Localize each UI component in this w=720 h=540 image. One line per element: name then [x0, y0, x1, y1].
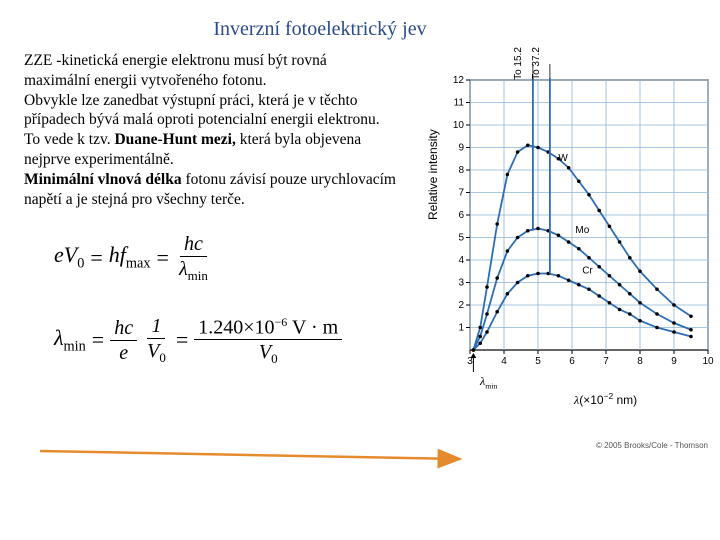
f2-eq2: = — [176, 327, 188, 353]
svg-text:7: 7 — [458, 188, 464, 199]
chart-svg: 345678910123456789101112WMoCr — [434, 50, 714, 405]
to-label-1: To 15.2 — [513, 47, 524, 80]
f2-den2: V0 — [143, 339, 170, 364]
f1-h: h — [109, 242, 120, 267]
formula-2: λmin = hc e 1 V0 = 1.240×10−6 V · m V0 — [54, 316, 396, 366]
to-label-2: To 37.2 — [531, 47, 542, 80]
f1-num: hc — [180, 234, 207, 257]
svg-text:4: 4 — [501, 356, 507, 367]
f2-num2: 1 — [147, 316, 165, 339]
svg-text:6: 6 — [569, 356, 575, 367]
f1-e: e — [54, 242, 64, 267]
copyright-text: © 2005 Brooks/Cole - Thomson — [596, 441, 708, 450]
f1-eq1: = — [90, 245, 102, 271]
f2-num3: 1.240×10−6 V · m — [194, 316, 342, 341]
chart-ylabel: Relative intensity — [426, 129, 440, 220]
chart-xlabel: λ(×10−2 nm) — [574, 391, 637, 408]
f2-eq1: = — [92, 327, 104, 353]
svg-text:9: 9 — [458, 143, 464, 154]
arrow-icon — [40, 445, 470, 469]
svg-text:2: 2 — [458, 300, 464, 311]
f2-den1: e — [115, 341, 132, 363]
para-2: Obvykle lze zanedbat výstupní práci, kte… — [24, 92, 380, 129]
svg-text:5: 5 — [458, 233, 464, 244]
svg-text:W: W — [558, 153, 568, 164]
svg-text:Mo: Mo — [575, 225, 589, 236]
svg-text:1: 1 — [458, 323, 464, 334]
svg-text:8: 8 — [637, 356, 643, 367]
svg-text:8: 8 — [458, 165, 464, 176]
svg-text:11: 11 — [454, 98, 465, 109]
f2-frac3: 1.240×10−6 V · m V0 — [194, 316, 342, 366]
formulas-block: eV0 = hfmax = hc λmin λmin = hc — [24, 234, 396, 366]
para-3a: To vede k tzv. — [24, 131, 114, 148]
formula-1: eV0 = hfmax = hc λmin — [54, 234, 396, 282]
f1-max: max — [126, 256, 151, 272]
svg-text:3: 3 — [458, 278, 464, 289]
f2-num1: hc — [110, 318, 137, 341]
intensity-chart: 345678910123456789101112WMoCr Relative i… — [434, 50, 714, 430]
svg-text:6: 6 — [458, 210, 464, 221]
f1-den: λmin — [175, 257, 212, 282]
svg-text:12: 12 — [453, 75, 465, 86]
svg-text:7: 7 — [603, 356, 609, 367]
para-1: ZZE -kinetická energie elektronu musí bý… — [24, 52, 327, 89]
left-column: ZZE -kinetická energie elektronu musí bý… — [24, 51, 404, 399]
f1-eq2: = — [157, 245, 169, 271]
f1-sub0: 0 — [77, 256, 84, 272]
f2-frac1: hc e — [110, 318, 137, 363]
svg-text:Cr: Cr — [582, 266, 593, 277]
f2-frac2: 1 V0 — [143, 316, 170, 364]
lambda-min-label: λmin — [480, 374, 497, 390]
svg-text:9: 9 — [671, 356, 677, 367]
para-4a: Minimální vlnová délka — [24, 171, 182, 188]
duane-hunt: Duane-Hunt mezi, — [114, 131, 235, 148]
body-text: ZZE -kinetická energie elektronu musí bý… — [24, 51, 396, 210]
f1-V: V — [64, 242, 77, 267]
svg-text:10: 10 — [702, 356, 714, 367]
f2-min: min — [64, 339, 86, 355]
svg-text:10: 10 — [453, 120, 465, 131]
svg-text:4: 4 — [458, 255, 464, 266]
f1-frac: hc λmin — [175, 234, 212, 282]
page-title: Inverzní fotoelektrický jev — [0, 0, 720, 51]
f2-lam: λ — [54, 325, 64, 350]
f2-den3: V0 — [255, 340, 282, 365]
svg-text:5: 5 — [535, 356, 541, 367]
